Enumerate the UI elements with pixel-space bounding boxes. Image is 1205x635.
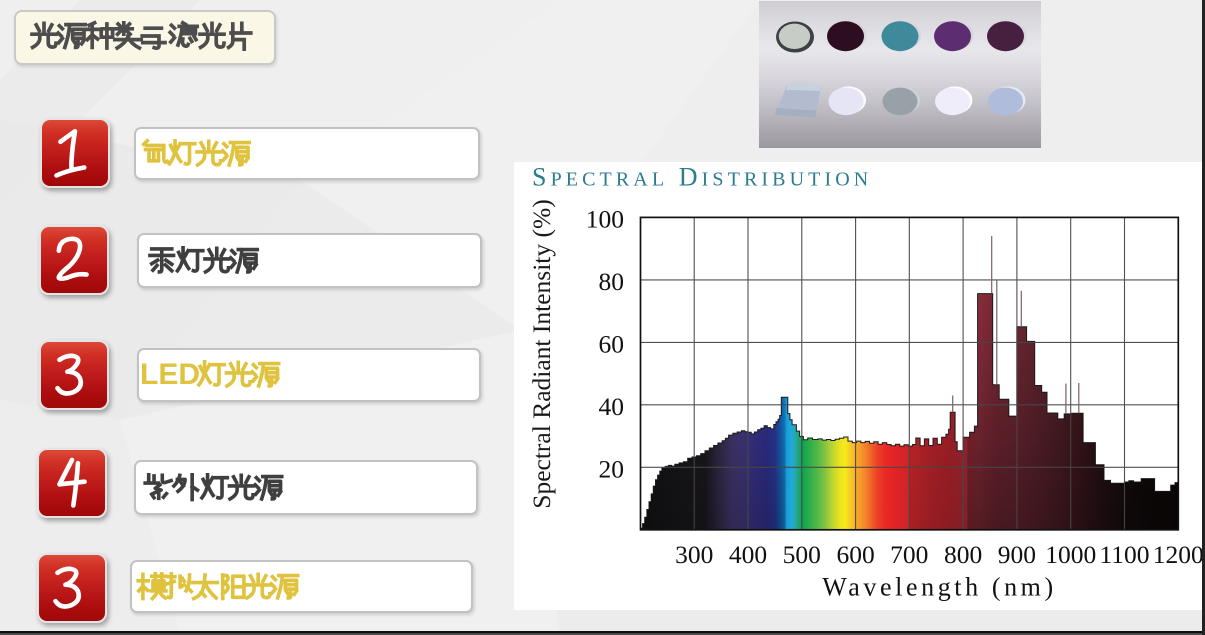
svg-text:1000: 1000: [1045, 540, 1096, 569]
svg-text:Wavelength (nm): Wavelength (nm): [822, 573, 1057, 602]
svg-text:Spectral Radiant Intensity (%): Spectral Radiant Intensity (%): [527, 199, 556, 508]
svg-text:100: 100: [586, 204, 624, 233]
svg-text:80: 80: [599, 267, 625, 296]
svg-text:300: 300: [675, 540, 713, 569]
svg-text:1200: 1200: [1153, 540, 1203, 569]
svg-text:900: 900: [998, 540, 1036, 569]
svg-text:400: 400: [729, 540, 767, 569]
svg-text:SPECTRAL DISTRIBUTION: SPECTRAL DISTRIBUTION: [532, 163, 872, 192]
svg-text:500: 500: [783, 540, 821, 569]
svg-text:40: 40: [599, 392, 625, 421]
svg-text:1100: 1100: [1099, 540, 1149, 569]
svg-text:LED: LED: [140, 358, 200, 391]
svg-text:600: 600: [836, 540, 874, 569]
svg-text:20: 20: [599, 454, 625, 483]
svg-text:800: 800: [944, 540, 982, 569]
svg-text:60: 60: [599, 329, 625, 358]
svg-text:700: 700: [890, 540, 928, 569]
